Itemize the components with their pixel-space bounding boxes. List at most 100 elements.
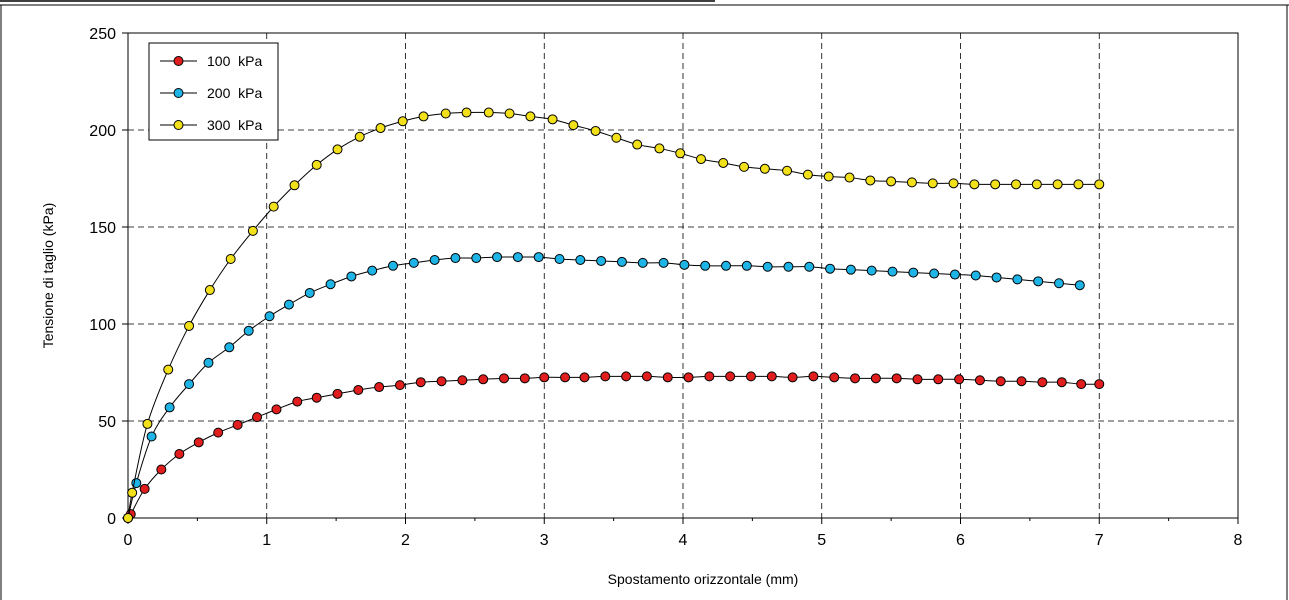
data-point xyxy=(579,372,590,383)
data-point xyxy=(547,114,558,125)
data-point xyxy=(232,419,243,430)
data-point xyxy=(142,418,153,429)
data-point xyxy=(174,448,185,459)
legend-label: 100 kPa xyxy=(207,53,262,69)
data-point xyxy=(1054,278,1065,289)
data-point xyxy=(478,374,489,385)
x-axis-label: Spostamento orizzontale (mm) xyxy=(608,571,799,587)
data-point xyxy=(457,375,468,386)
data-point xyxy=(908,267,919,278)
data-point xyxy=(759,163,770,174)
data-point xyxy=(906,177,917,188)
data-point xyxy=(683,372,694,383)
data-point xyxy=(762,261,773,272)
data-point xyxy=(519,373,530,384)
legend: 100 kPa 200 kPa 300 kPa xyxy=(148,42,279,141)
data-point xyxy=(268,201,279,212)
y-axis-label: Tensione di taglio (kPa) xyxy=(40,203,56,349)
x-tick-label: 7 xyxy=(1095,532,1104,549)
data-point xyxy=(658,257,669,268)
data-point xyxy=(679,259,690,270)
y-tick-label: 100 xyxy=(89,317,116,334)
data-point xyxy=(408,257,419,268)
data-point xyxy=(887,266,898,277)
data-point xyxy=(139,483,150,494)
data-point xyxy=(353,384,364,395)
data-point xyxy=(1033,276,1044,287)
data-point xyxy=(696,154,707,165)
data-point xyxy=(504,108,515,119)
data-point xyxy=(1052,179,1063,190)
data-point xyxy=(675,148,686,159)
data-point xyxy=(616,256,627,267)
data-point xyxy=(804,261,815,272)
x-tick-label: 6 xyxy=(956,532,965,549)
y-tick-label: 200 xyxy=(89,123,116,140)
data-point xyxy=(850,373,861,384)
data-point xyxy=(560,372,571,383)
legend-marker xyxy=(173,88,184,98)
data-point xyxy=(346,271,357,282)
y-tick-label: 250 xyxy=(89,26,116,43)
data-point xyxy=(718,157,729,168)
data-point xyxy=(995,376,1006,387)
data-point xyxy=(948,178,959,189)
data-point xyxy=(783,261,794,272)
data-point xyxy=(554,254,565,265)
data-point xyxy=(825,263,836,274)
data-point xyxy=(375,123,386,134)
x-tick-label: 3 xyxy=(540,532,549,549)
data-point xyxy=(1094,179,1105,190)
data-point xyxy=(332,388,343,399)
data-point xyxy=(929,268,940,279)
x-tick-label: 2 xyxy=(401,532,410,549)
data-point xyxy=(891,373,902,384)
data-point xyxy=(461,107,472,118)
x-tick-label: 8 xyxy=(1234,532,1243,549)
data-point xyxy=(436,376,447,387)
data-point xyxy=(394,380,405,391)
legend-label: 300 kPa xyxy=(207,117,262,133)
data-point xyxy=(539,372,550,383)
legend-item: 300 kPa xyxy=(160,117,262,133)
data-point xyxy=(1074,280,1085,291)
data-point xyxy=(292,396,303,407)
data-point xyxy=(123,513,133,523)
data-point xyxy=(332,144,343,155)
data-point xyxy=(1037,377,1048,388)
data-point xyxy=(213,427,224,438)
data-point xyxy=(311,392,322,403)
legend-item: 200 kPa xyxy=(160,85,262,101)
data-point xyxy=(483,107,494,118)
data-point xyxy=(865,175,876,186)
data-point xyxy=(247,225,258,236)
data-point xyxy=(499,373,510,384)
y-tick-label: 0 xyxy=(107,511,116,528)
data-point xyxy=(933,374,944,385)
data-point xyxy=(641,371,652,382)
data-point xyxy=(204,285,215,296)
y-tick-label: 50 xyxy=(98,414,116,431)
data-point xyxy=(1056,377,1067,388)
data-point xyxy=(304,287,315,298)
data-point xyxy=(866,265,877,276)
data-point xyxy=(787,372,798,383)
data-point xyxy=(512,252,523,263)
data-point xyxy=(745,371,756,382)
data-point xyxy=(845,264,856,275)
data-point xyxy=(654,143,665,154)
data-point xyxy=(844,172,855,183)
data-point xyxy=(1031,179,1042,190)
data-point xyxy=(388,260,399,271)
data-point xyxy=(164,402,175,413)
data-point xyxy=(704,371,715,382)
data-point xyxy=(146,431,157,442)
data-point xyxy=(823,171,834,182)
data-point xyxy=(354,131,365,142)
data-point xyxy=(289,180,300,191)
data-point xyxy=(596,255,607,266)
data-point xyxy=(766,371,777,382)
data-point xyxy=(1094,379,1105,390)
data-point xyxy=(912,374,923,385)
